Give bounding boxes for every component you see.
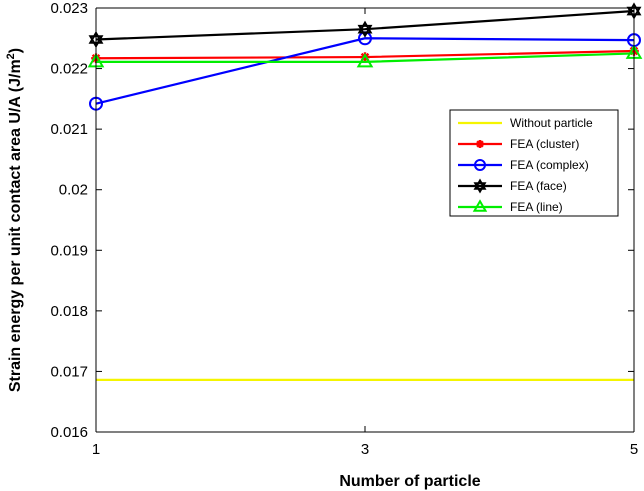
marker-triangle-up	[357, 20, 373, 34]
legend-marker	[474, 159, 486, 171]
legend-marker	[472, 199, 488, 212]
legend-entry-fea-line: FEA (line)	[458, 199, 563, 214]
legend-label: FEA (line)	[510, 200, 563, 214]
legend-label: FEA (face)	[510, 179, 567, 193]
y-tick-label: 0.018	[50, 303, 88, 320]
series-line-fea-line	[96, 52, 635, 64]
legend-box	[449, 109, 619, 217]
x-tick-label: 5	[630, 441, 638, 458]
data-point-fea-line	[356, 53, 374, 68]
plot-area	[96, 8, 634, 432]
y-axis-title: Strain energy per unit contact area U/A …	[5, 48, 24, 392]
marker-triangle-down	[473, 182, 487, 194]
marker-triangle-down	[357, 24, 373, 38]
marker-triangle-up	[473, 178, 487, 190]
legend-marker	[473, 178, 487, 194]
y-tick-label: 0.019	[50, 242, 88, 259]
marker-stroke	[476, 140, 484, 148]
y-tick-label: 0.021	[50, 121, 88, 138]
series-line-fea-face	[95, 9, 635, 41]
legend-marker	[476, 140, 484, 148]
axes-layer: 0.016 0.017 0.018 0.019 0.02 0.021 0.022 0.023 1…	[5, 0, 638, 490]
plot-background	[96, 8, 634, 432]
legend-label: FEA (complex)	[510, 158, 589, 172]
legend-entry-fea-complex: FEA (complex)	[458, 158, 589, 172]
y-tick-label: 0.022	[50, 61, 88, 78]
y-tick-label: 0.02	[59, 182, 88, 199]
data-point-fea-face	[357, 20, 373, 38]
legend-label: Without particle	[510, 116, 593, 130]
y-tick-label: 0.016	[50, 424, 88, 441]
x-tick-label: 1	[92, 441, 100, 458]
legend-entry-fea-face: FEA (face)	[458, 178, 567, 194]
y-tick-label: 0.023	[50, 0, 88, 17]
legend-label: FEA (cluster)	[510, 137, 579, 151]
y-tick-label: 0.017	[50, 363, 88, 380]
series-line-fea-complex	[95, 37, 635, 105]
x-axis-title: Number of particle	[339, 473, 480, 490]
legend-entry-fea-cluster: FEA (cluster)	[458, 137, 579, 151]
x-tick-label: 3	[361, 441, 369, 458]
legend-entry-without-particle: Without particle	[458, 116, 593, 130]
legend: Without particle FEA (cluster) FEA (comple…	[449, 109, 619, 217]
